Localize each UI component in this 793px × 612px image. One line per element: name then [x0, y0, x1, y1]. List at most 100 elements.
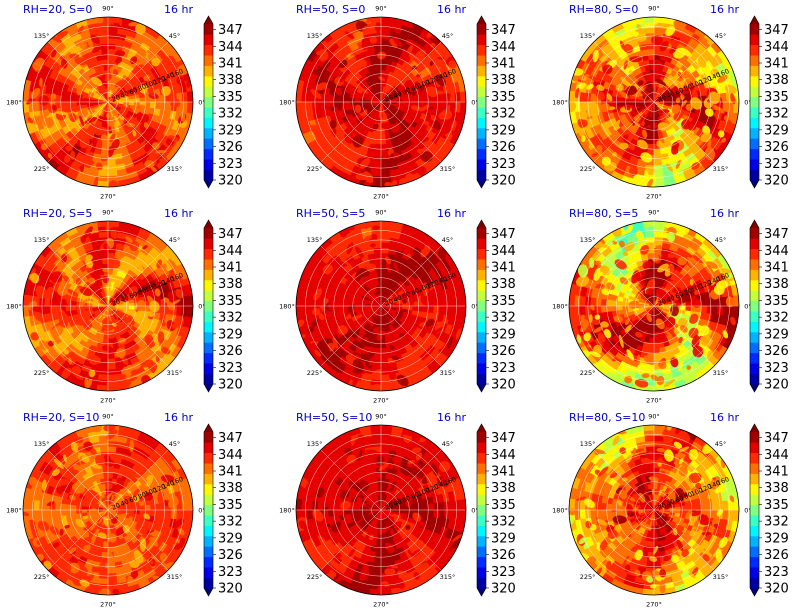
- panel-time-label: 16 hr: [710, 3, 739, 16]
- angle-tick-label: 90°: [102, 412, 114, 420]
- colorbar-tick-label: 323: [764, 361, 789, 376]
- radial-tick-label: 20: [111, 93, 122, 104]
- angle-tick-label: 180°: [552, 302, 568, 310]
- colorbar-tick-label: 320: [218, 582, 243, 597]
- angle-tick-label: 0°: [471, 506, 478, 514]
- polar-axes-edge: [22, 424, 194, 596]
- colorbar-extend-max: [477, 220, 486, 228]
- angle-tick-label: 45°: [442, 236, 454, 244]
- angle-tick-label: 90°: [648, 208, 660, 216]
- colorbar-tick-label: 344: [491, 40, 516, 55]
- colorbar-tick-label: 332: [491, 515, 516, 530]
- angle-tick-label: 270°: [100, 192, 116, 200]
- colorbar-tick-label: 341: [491, 465, 516, 480]
- colorbar-tick-label: 320: [491, 174, 516, 189]
- colorbar-tick-label: 326: [764, 140, 789, 155]
- radial-tick-label: 80: [683, 286, 694, 297]
- colorbar-extend-min: [204, 384, 213, 392]
- colorbar-tick-label: 329: [491, 327, 516, 342]
- radial-tick-label: 80: [410, 286, 421, 297]
- panel-title: RH=20, S=0: [23, 3, 92, 16]
- angle-tick-label: 135°: [34, 236, 50, 244]
- radial-tick-label: 20: [384, 93, 395, 104]
- angle-tick-label: 45°: [169, 236, 181, 244]
- colorbar-extend-max: [204, 220, 213, 228]
- colorbar-tick-label: 341: [491, 57, 516, 72]
- colorbar-tick-label: 332: [764, 515, 789, 530]
- colorbar-tick-label: 335: [218, 90, 243, 105]
- colorbar-tick-label: 341: [218, 57, 243, 72]
- colorbar-extend-max: [477, 424, 486, 432]
- colorbar-tick-label: 344: [764, 448, 789, 463]
- angle-tick-label: 315°: [440, 573, 456, 581]
- polar-grid: [296, 425, 466, 595]
- colorbar-tick-label: 326: [491, 140, 516, 155]
- colorbar-tick-label: 329: [491, 531, 516, 546]
- colorbar-extend-min: [477, 588, 486, 596]
- colorbar-tick-label: 338: [218, 277, 243, 292]
- colorbar-extend-min: [750, 588, 759, 596]
- panel-time-label: 16 hr: [437, 411, 466, 424]
- heatmap-field: [23, 17, 193, 187]
- angle-tick-label: 135°: [34, 440, 50, 448]
- angle-tick-label: 225°: [580, 165, 596, 173]
- polar-panel: 0°45°90°135°180°225°270°315°204060801001…: [552, 3, 789, 200]
- angle-tick-label: 0°: [198, 506, 205, 514]
- colorbar-tick-label: 344: [218, 448, 243, 463]
- radial-tick-label: 40: [392, 90, 403, 101]
- panel-time-label: 16 hr: [164, 207, 193, 220]
- angle-tick-label: 45°: [715, 440, 727, 448]
- angle-tick-label: 90°: [375, 208, 387, 216]
- colorbar-tick-label: 335: [491, 90, 516, 105]
- colorbar-tick-label: 332: [491, 311, 516, 326]
- radial-tick-label: 40: [119, 294, 130, 305]
- heatmap-field: [296, 425, 466, 595]
- colorbar-extend-min: [204, 588, 213, 596]
- radial-tick-label: 60: [128, 290, 139, 301]
- angle-tick-label: 270°: [646, 192, 662, 200]
- angle-tick-label: 180°: [279, 98, 295, 106]
- colorbar-tick-label: 332: [218, 311, 243, 326]
- colorbar-tick-label: 320: [218, 378, 243, 393]
- polar-axes-edge: [295, 220, 467, 392]
- panel-time-label: 16 hr: [710, 411, 739, 424]
- radial-tick-label: 40: [665, 90, 676, 101]
- angle-tick-label: 45°: [169, 32, 181, 40]
- angle-tick-label: 270°: [373, 192, 389, 200]
- heatmap-field: [569, 221, 739, 391]
- angle-tick-label: 180°: [6, 506, 22, 514]
- radial-tick-label: 80: [683, 82, 694, 93]
- polar-grid: [23, 221, 193, 391]
- polar-grid: [23, 17, 193, 187]
- angle-tick-label: 225°: [580, 369, 596, 377]
- polar-panel: 0°45°90°135°180°225°270°315°204060801001…: [279, 411, 516, 608]
- angle-tick-label: 180°: [552, 506, 568, 514]
- radial-tick-label: 60: [674, 494, 685, 505]
- colorbar-tick-label: 320: [764, 378, 789, 393]
- colorbar-tick-label: 335: [218, 498, 243, 513]
- polar-axes-edge: [295, 16, 467, 188]
- polar-axes-edge: [568, 424, 740, 596]
- radial-tick-label: 60: [401, 86, 412, 97]
- angle-tick-label: 180°: [279, 302, 295, 310]
- radial-tick-label: 60: [674, 86, 685, 97]
- radial-tick-label: 40: [665, 498, 676, 509]
- angle-tick-label: 315°: [440, 165, 456, 173]
- radial-tick-label: 20: [657, 501, 668, 512]
- colorbar-tick-label: 347: [218, 23, 243, 38]
- angle-tick-label: 315°: [440, 369, 456, 377]
- angle-tick-label: 180°: [6, 302, 22, 310]
- colorbar-tick-label: 338: [491, 73, 516, 88]
- colorbar-extend-max: [204, 424, 213, 432]
- radial-tick-label: 60: [128, 86, 139, 97]
- colorbar-tick-label: 341: [764, 57, 789, 72]
- panel-time-label: 16 hr: [437, 207, 466, 220]
- radial-tick-label: 60: [401, 290, 412, 301]
- colorbar-tick-label: 341: [218, 465, 243, 480]
- angle-tick-label: 180°: [6, 98, 22, 106]
